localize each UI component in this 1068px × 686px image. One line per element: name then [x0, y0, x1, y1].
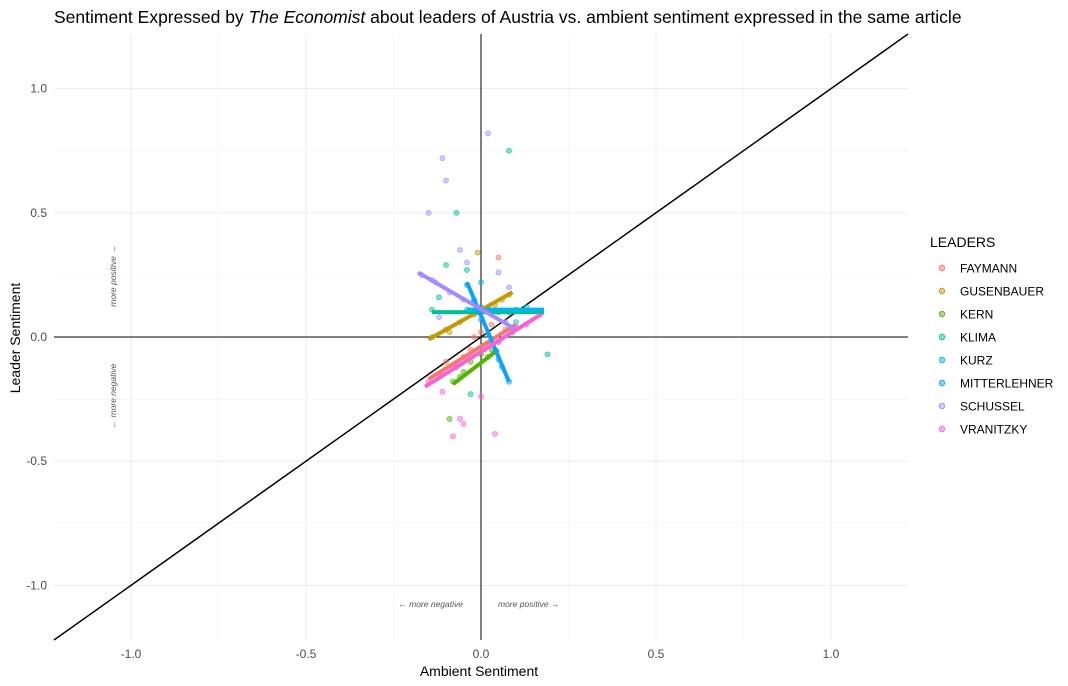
- chart-title-part-3: about leaders of Austria vs. ambient sen…: [365, 7, 961, 27]
- x-tick-label: 0.5: [648, 647, 665, 661]
- legend-item-label: FAYMANN: [960, 262, 1017, 276]
- data-point: [439, 155, 446, 162]
- x-axis-title: Ambient Sentiment: [420, 663, 538, 679]
- data-point: [478, 393, 484, 400]
- legend-key: [938, 287, 946, 295]
- legend-key: [938, 264, 946, 272]
- data-point: [443, 262, 449, 268]
- data-point: [436, 294, 442, 301]
- y-annotation-negative: ← more negative: [108, 363, 118, 428]
- data-point: [443, 358, 449, 365]
- data-point: [464, 259, 470, 266]
- fit-line: [423, 312, 542, 389]
- data-point: [439, 388, 446, 395]
- legend-item-label: KURZ: [960, 354, 993, 368]
- data-point: [446, 416, 453, 422]
- x-tick-label: -1.0: [121, 647, 142, 661]
- legend-key: [938, 356, 946, 364]
- data-point: [495, 254, 502, 261]
- legend-key: [938, 310, 946, 318]
- data-point: [436, 314, 442, 321]
- identity-line: [53, 33, 909, 641]
- chart-title-part-1: Sentiment Expressed by: [54, 7, 249, 27]
- y-tick-label: 1.0: [30, 82, 47, 96]
- legend-item-label: VRANITZKY: [960, 423, 1027, 437]
- data-point: [492, 430, 498, 437]
- y-axis-title: Leader Sentiment: [7, 283, 23, 394]
- y-annotation-positive: more positive →: [108, 245, 118, 306]
- data-point: [425, 209, 432, 216]
- fit-line: [427, 322, 518, 381]
- legend: LEADERS FAYMANN GUSENBAUER KERN KLIMA KURZ MI…: [930, 234, 1054, 437]
- legend-item-label: KLIMA: [960, 331, 996, 345]
- data-point: [471, 334, 477, 340]
- data-point: [457, 416, 463, 422]
- y-tick-label: -0.5: [26, 454, 47, 468]
- data-point: [460, 421, 467, 427]
- x-annotation-positive: more positive →: [498, 599, 559, 609]
- data-point: [495, 269, 502, 276]
- x-tick-label: -0.5: [296, 647, 317, 661]
- fit-line: [427, 290, 514, 342]
- fit-line: [451, 347, 500, 386]
- fit-line: [465, 281, 511, 383]
- data-point: [467, 391, 474, 398]
- data-point: [506, 284, 512, 291]
- legend-item-label: MITTERLEHNER: [960, 377, 1054, 391]
- legend-key: [938, 333, 946, 341]
- fit-line: [416, 270, 518, 332]
- reference-lines: [53, 33, 909, 641]
- tick-labels: -1.0 -0.5 0.0 0.5 1.0 -1.0 -0.5 0.0 0.5 1.0: [26, 82, 839, 661]
- data-point: [478, 279, 484, 286]
- data-point: [450, 433, 456, 440]
- legend-item-label: GUSENBAUER: [960, 285, 1044, 299]
- data-point: [474, 249, 481, 256]
- chart-title-part-2: The Economist: [249, 7, 367, 27]
- legend-item-label: KERN: [960, 308, 993, 322]
- x-tick-label: 1.0: [823, 647, 840, 661]
- y-tick-label: 0.0: [30, 330, 47, 344]
- x-annotation-negative: ← more negative: [398, 599, 463, 609]
- legend-title: LEADERS: [930, 234, 995, 250]
- legend-item-label: SCHUSSEL: [960, 400, 1025, 414]
- legend-key: [938, 402, 946, 410]
- data-point: [457, 247, 463, 253]
- chart-title: Sentiment Expressed by The Economist abo…: [54, 7, 962, 27]
- fit-lines: [416, 270, 544, 389]
- y-tick-label: -1.0: [26, 578, 47, 592]
- data-point: [544, 351, 551, 358]
- data-point: [443, 177, 449, 184]
- data-point: [453, 209, 460, 216]
- data-point: [478, 329, 484, 335]
- data-point: [488, 321, 495, 328]
- x-tick-label: 0.0: [473, 647, 490, 661]
- legend-key: [938, 379, 946, 387]
- y-tick-label: 0.5: [30, 206, 47, 220]
- data-point: [485, 130, 491, 137]
- legend-key: [938, 425, 946, 433]
- data-point: [464, 267, 470, 273]
- data-point: [506, 147, 512, 154]
